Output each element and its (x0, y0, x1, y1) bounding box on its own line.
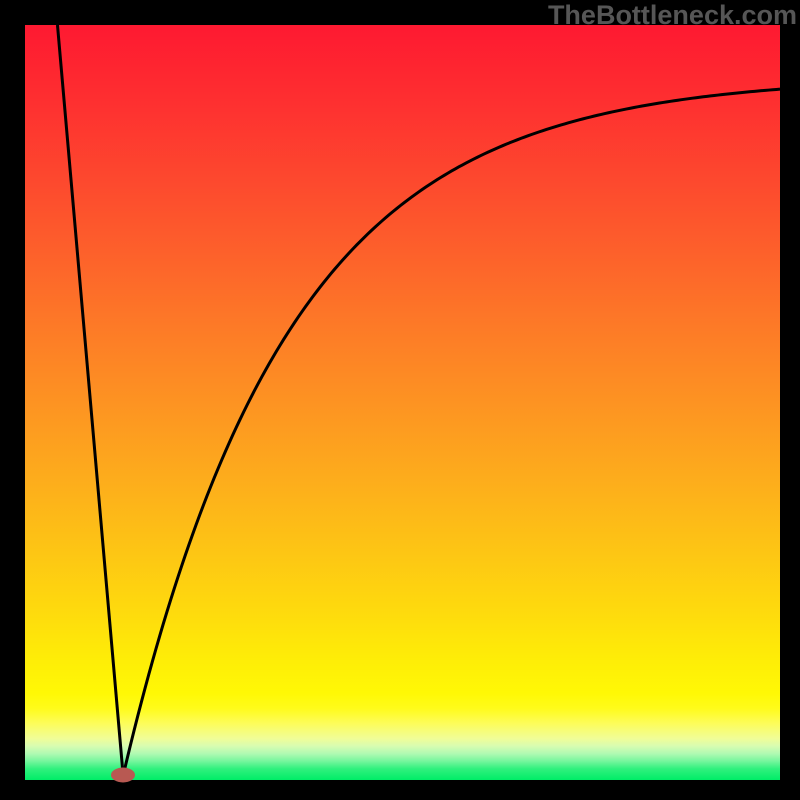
curve-right-branch (123, 89, 780, 775)
notch-marker (111, 768, 135, 783)
curve-left-branch (57, 25, 123, 775)
plot-area (25, 25, 780, 780)
curve-layer (25, 25, 780, 780)
watermark-text: TheBottleneck.com (548, 0, 797, 31)
chart-container: TheBottleneck.com (0, 0, 800, 800)
